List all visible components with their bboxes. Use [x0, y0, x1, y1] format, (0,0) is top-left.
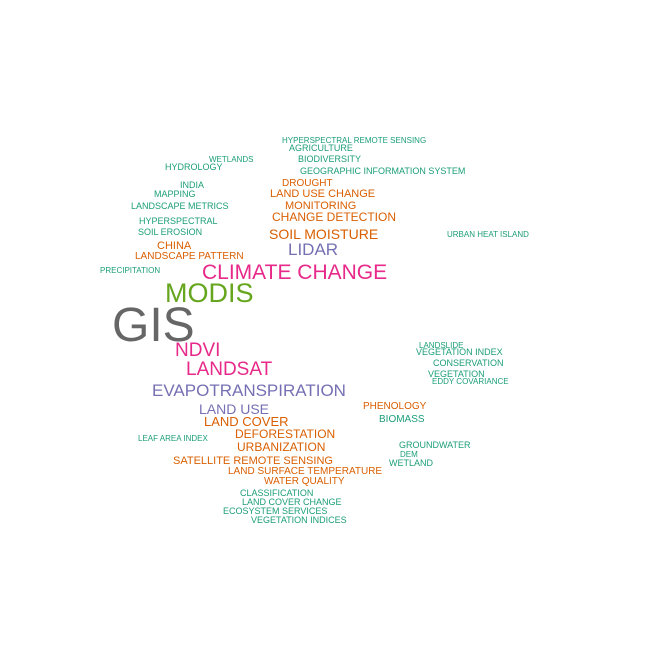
- word-hydrology: HYDROLOGY: [165, 162, 223, 172]
- word-deforestation: DEFORESTATION: [235, 427, 336, 441]
- word-classification: CLASSIFICATION: [240, 488, 314, 498]
- word-wetlands: WETLANDS: [209, 155, 254, 164]
- word-india: INDIA: [180, 180, 205, 190]
- word-land-surface-temperature: LAND SURFACE TEMPERATURE: [228, 466, 383, 477]
- word-land-cover: LAND COVER: [204, 414, 289, 429]
- word-geographic-information-system: GEOGRAPHIC INFORMATION SYSTEM: [300, 166, 466, 176]
- word-phenology: PHENOLOGY: [363, 401, 427, 412]
- word-eddy-covariance: EDDY COVARIANCE: [432, 377, 509, 386]
- word-wetland: WETLAND: [389, 458, 434, 468]
- word-soil-erosion: SOIL EROSION: [138, 227, 203, 237]
- word-conservation: CONSERVATION: [433, 358, 504, 368]
- word-urban-heat-island: URBAN HEAT ISLAND: [447, 230, 529, 239]
- word-water-quality: WATER QUALITY: [264, 476, 345, 487]
- word-change-detection: CHANGE DETECTION: [272, 210, 397, 224]
- word-land-use: LAND USE: [199, 401, 270, 417]
- word-climate-change: CLIMATE CHANGE: [202, 261, 388, 284]
- word-ndvi: NDVI: [175, 340, 221, 361]
- word-hyperspectral-remote-sensing: HYPERSPECTRAL REMOTE SENSING: [282, 136, 427, 145]
- word-satellite-remote-sensing: SATELLITE REMOTE SENSING: [173, 455, 333, 467]
- word-land-use-change: LAND USE CHANGE: [270, 188, 376, 200]
- word-groundwater: GROUNDWATER: [399, 440, 471, 450]
- word-vegetation-index: VEGETATION INDEX: [416, 347, 503, 357]
- word-drought: DROUGHT: [282, 178, 333, 189]
- word-mapping: MAPPING: [154, 189, 196, 199]
- word-modis: MODIS: [165, 278, 254, 308]
- word-monitoring: MONITORING: [285, 200, 357, 212]
- word-landsat: LANDSAT: [186, 359, 273, 380]
- word-gis: GIS: [112, 299, 195, 352]
- word-precipitation: PRECIPITATION: [100, 266, 161, 275]
- word-vegetation-indices: VEGETATION INDICES: [251, 515, 347, 525]
- word-evapotranspiration: EVAPOTRANSPIRATION: [152, 381, 346, 400]
- word-landscape-pattern: LANDSCAPE PATTERN: [135, 251, 244, 262]
- word-soil-moisture: SOIL MOISTURE: [269, 226, 379, 242]
- word-china: CHINA: [157, 240, 192, 252]
- word-landslide: LANDSLIDE: [419, 341, 464, 350]
- word-lidar: LIDAR: [288, 240, 339, 259]
- word-dem: DEM: [400, 450, 418, 459]
- word-vegetation: VEGETATION: [428, 369, 485, 379]
- word-urbanization: URBANIZATION: [237, 440, 326, 454]
- word-land-cover-change: LAND COVER CHANGE: [242, 497, 342, 507]
- word-landscape-metrics: LANDSCAPE METRICS: [131, 201, 229, 211]
- word-leaf-area-index: LEAF AREA INDEX: [138, 434, 208, 443]
- word-agriculture: AGRICULTURE: [289, 143, 353, 153]
- word-biodiversity: BIODIVERSITY: [298, 154, 362, 164]
- word-biomass: BIOMASS: [379, 414, 425, 425]
- word-ecosystem-services: ECOSYSTEM SERVICES: [223, 506, 328, 516]
- word-hyperspectral: HYPERSPECTRAL: [139, 216, 218, 226]
